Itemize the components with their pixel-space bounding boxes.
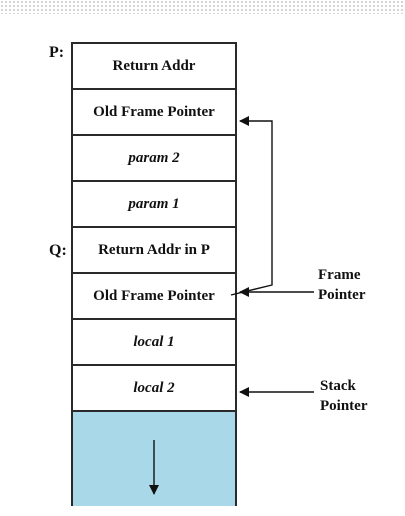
cell-local-2: local 2: [73, 366, 235, 412]
frame-pointer-label-line-2: Pointer: [318, 287, 366, 303]
cell-param-2: param 2: [73, 136, 235, 182]
stack-pointer-label: Stack Pointer: [320, 376, 367, 416]
label-p: P:: [49, 44, 65, 61]
cell-param-1: param 1: [73, 182, 235, 228]
dotted-top-border: [0, 0, 405, 14]
cell-local-1: local 1: [73, 320, 235, 366]
cell-return-addr: Return Addr: [73, 44, 235, 90]
stack-pointer-label-line-2: Pointer: [320, 398, 368, 414]
label-q: Q:: [49, 242, 67, 259]
frame-pointer-label: Frame Pointer: [318, 265, 365, 305]
cell-old-frame-pointer-q: Old Frame Pointer: [73, 274, 235, 320]
dynamic-link-arrow: [230, 116, 273, 296]
cell-old-frame-pointer-p: Old Frame Pointer: [73, 90, 235, 136]
stack-diagram: Return Addr Old Frame Pointer param 2 pa…: [71, 42, 237, 506]
stack-pointer-label-line-1: Stack: [320, 378, 356, 394]
frame-pointer-label-line-1: Frame: [318, 267, 361, 283]
cell-return-addr-in-p: Return Addr in P: [73, 228, 235, 274]
